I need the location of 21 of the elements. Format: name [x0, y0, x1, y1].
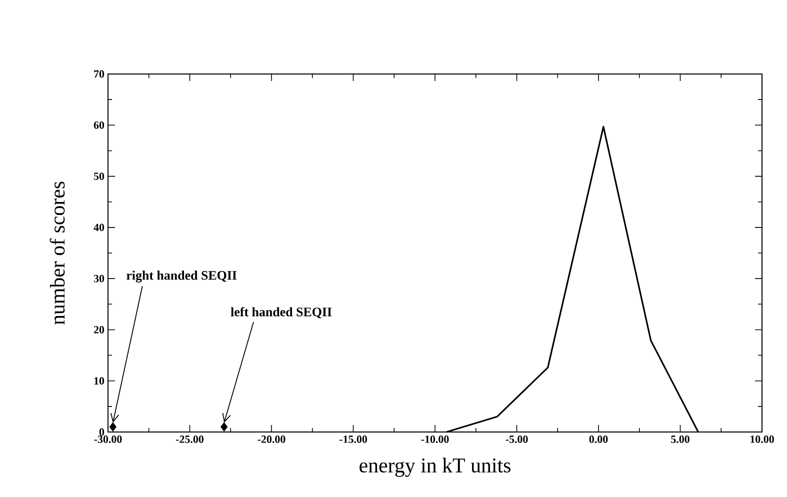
x-tick-label: -30.00: [94, 436, 122, 443]
y-tick-label: 10: [94, 377, 104, 385]
x-tick-label: 5.00: [671, 436, 690, 443]
x-tick-label: -5.00: [506, 436, 528, 443]
y-tick-label: 40: [94, 224, 104, 232]
y-tick-label: 0: [99, 428, 104, 436]
x-tick-label: -20.00: [258, 436, 286, 443]
x-tick-label: -15.00: [340, 436, 367, 443]
y-tick-label: 20: [94, 326, 104, 334]
x-tick-label: -25.00: [176, 436, 204, 443]
y-tick-label: 50: [94, 172, 104, 180]
y-tick-label: 70: [94, 70, 104, 78]
annotation: right handed SEQII: [126, 270, 237, 282]
y-tick-label: 30: [94, 274, 104, 282]
y-tick-label: 60: [94, 121, 104, 129]
x-tick-label: -10.00: [421, 436, 449, 443]
x-axis-title: energy in kT units: [360, 458, 510, 477]
x-tick-label: 10.00: [750, 436, 774, 443]
annotation: left handed SEQII: [230, 307, 332, 318]
x-tick-label: 0.00: [589, 436, 608, 443]
y-axis-title: number of scores: [50, 182, 65, 325]
